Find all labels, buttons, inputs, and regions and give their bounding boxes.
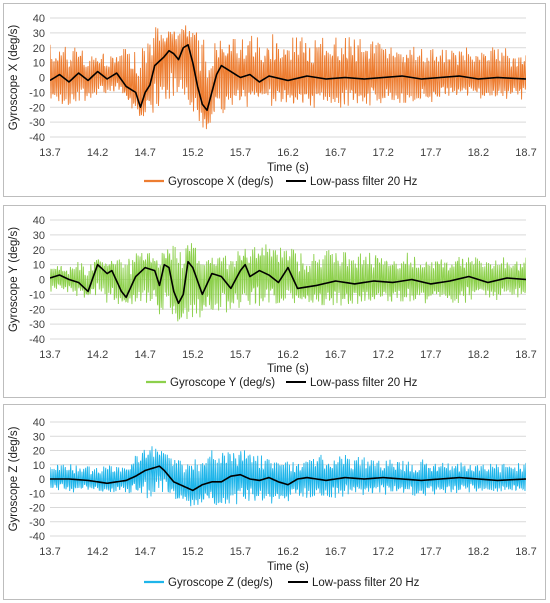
y-tick-label: -30 bbox=[29, 319, 45, 331]
y-tick-label: 30 bbox=[33, 28, 45, 40]
raw-signal-line bbox=[50, 446, 526, 507]
x-tick-label: 13.7 bbox=[39, 349, 60, 361]
x-tick-label: 17.2 bbox=[372, 147, 393, 159]
x-tick-label: 15.7 bbox=[230, 546, 251, 558]
legend-label: Gyroscope Z (deg/s) bbox=[168, 577, 273, 589]
low-pass-filter-line bbox=[50, 260, 526, 305]
y-axis-label: Gyroscope X (deg/s) bbox=[8, 25, 20, 131]
y-tick-label: 30 bbox=[33, 230, 45, 242]
y-tick-label: 0 bbox=[39, 275, 45, 287]
x-tick-label: 17.7 bbox=[420, 147, 441, 159]
x-tick-label: 14.2 bbox=[87, 147, 108, 159]
legend-label: Low-pass filter 20 Hz bbox=[310, 377, 418, 389]
x-tick-label: 14.2 bbox=[87, 546, 108, 558]
y-tick-label: -20 bbox=[29, 503, 45, 515]
raw-signal-line bbox=[50, 243, 526, 322]
x-tick-label: 15.7 bbox=[230, 147, 251, 159]
x-tick-label: 16.2 bbox=[277, 147, 298, 159]
x-axis-label: Time (s) bbox=[267, 162, 309, 174]
x-tick-label: 16.2 bbox=[277, 546, 298, 558]
x-tick-label: 18.2 bbox=[468, 349, 489, 361]
raw-signal-line bbox=[50, 25, 526, 130]
y-tick-label: -10 bbox=[29, 289, 45, 301]
x-tick-label: 16.7 bbox=[325, 349, 346, 361]
y-tick-label: -10 bbox=[29, 87, 45, 99]
y-tick-label: -20 bbox=[29, 102, 45, 114]
x-tick-label: 15.2 bbox=[182, 147, 203, 159]
x-tick-label: 18.7 bbox=[515, 546, 536, 558]
x-tick-label: 13.7 bbox=[39, 147, 60, 159]
y-axis-label: Gyroscope Y (deg/s) bbox=[8, 227, 20, 332]
legend-label: Low-pass filter 20 Hz bbox=[310, 176, 418, 188]
x-tick-label: 14.7 bbox=[134, 546, 155, 558]
y-tick-label: -10 bbox=[29, 488, 45, 500]
x-tick-label: 14.7 bbox=[134, 147, 155, 159]
y-tick-label: 40 bbox=[33, 13, 45, 25]
y-tick-label: 20 bbox=[33, 43, 45, 55]
x-tick-label: 16.2 bbox=[277, 349, 298, 361]
x-axis-label: Time (s) bbox=[267, 561, 309, 573]
x-tick-label: 18.2 bbox=[468, 147, 489, 159]
y-tick-label: 40 bbox=[33, 417, 45, 429]
gyroscope-y-chart-panel: -40 -30 -20 -10 0 10 20 30 40 13.7 14.2 14.7 15.2 15.… bbox=[3, 205, 546, 398]
y-tick-label: -40 bbox=[29, 334, 45, 346]
y-tick-label: -30 bbox=[29, 517, 45, 529]
x-tick-label: 15.7 bbox=[230, 349, 251, 361]
x-tick-label: 16.7 bbox=[325, 147, 346, 159]
y-tick-label: -40 bbox=[29, 132, 45, 144]
gyroscope-z-chart: -40 -30 -20 -10 0 10 20 30 40 13.7 14.2 14.7 15.2 15.… bbox=[8, 417, 537, 589]
y-tick-label: -40 bbox=[29, 531, 45, 543]
legend-label: Gyroscope Y (deg/s) bbox=[170, 377, 275, 389]
legend-label: Low-pass filter 20 Hz bbox=[312, 577, 420, 589]
y-tick-label: 40 bbox=[33, 215, 45, 227]
gyroscope-y-chart: -40 -30 -20 -10 0 10 20 30 40 13.7 14.2 14.7 15.2 15.… bbox=[8, 215, 537, 389]
x-tick-label: 17.7 bbox=[420, 349, 441, 361]
x-tick-label: 17.7 bbox=[420, 546, 441, 558]
x-tick-label: 17.2 bbox=[372, 349, 393, 361]
gyroscope-x-chart-panel: -40 -30 -20 -10 0 10 20 30 40 13.7 14.2 14.7 15.2 15.… bbox=[3, 3, 546, 197]
legend-label: Gyroscope X (deg/s) bbox=[168, 176, 274, 188]
gyroscope-x-chart: -40 -30 -20 -10 0 10 20 30 40 13.7 14.2 14.7 15.2 15.… bbox=[8, 13, 537, 188]
y-axis-label: Gyroscope Z (deg/s) bbox=[8, 426, 20, 531]
low-pass-filter-line bbox=[50, 43, 526, 112]
x-tick-label: 18.2 bbox=[468, 546, 489, 558]
y-tick-label: -30 bbox=[29, 117, 45, 129]
x-tick-label: 14.7 bbox=[134, 349, 155, 361]
gyroscope-z-chart-panel: -40 -30 -20 -10 0 10 20 30 40 13.7 14.2 14.7 15.2 15.… bbox=[3, 404, 546, 600]
y-tick-label: 10 bbox=[33, 260, 45, 272]
x-axis-label: Time (s) bbox=[267, 363, 309, 375]
y-tick-label: 30 bbox=[33, 431, 45, 443]
y-tick-label: 20 bbox=[33, 446, 45, 458]
x-tick-label: 18.7 bbox=[515, 349, 536, 361]
x-tick-label: 18.7 bbox=[515, 147, 536, 159]
y-tick-label: 0 bbox=[39, 73, 45, 85]
y-tick-label: -20 bbox=[29, 304, 45, 316]
x-tick-label: 17.2 bbox=[372, 546, 393, 558]
y-tick-label: 10 bbox=[33, 58, 45, 70]
low-pass-filter-line bbox=[50, 465, 526, 492]
x-tick-label: 14.2 bbox=[87, 349, 108, 361]
x-tick-label: 15.2 bbox=[182, 546, 203, 558]
y-tick-label: 10 bbox=[33, 460, 45, 472]
y-tick-label: 0 bbox=[39, 474, 45, 486]
x-tick-label: 16.7 bbox=[325, 546, 346, 558]
y-tick-label: 20 bbox=[33, 245, 45, 257]
x-tick-label: 13.7 bbox=[39, 546, 60, 558]
x-tick-label: 15.2 bbox=[182, 349, 203, 361]
